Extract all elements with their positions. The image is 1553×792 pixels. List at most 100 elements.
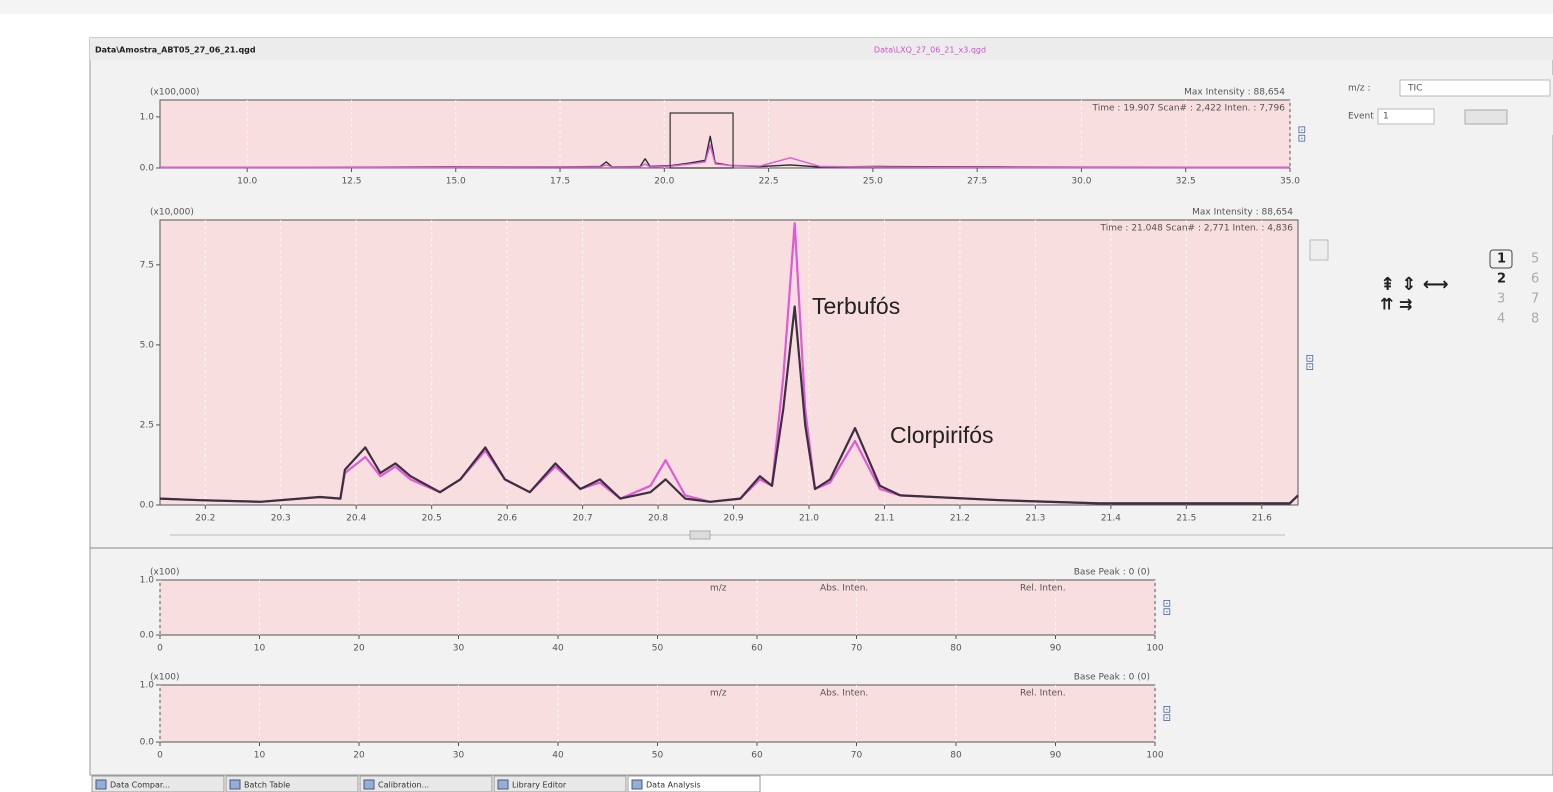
x-tick-label: 20.8 [648, 514, 668, 524]
tab[interactable] [91, 775, 225, 792]
y-tick-label: 1.0 [140, 576, 155, 586]
max-intensity: Base Peak : 0 (0) [1074, 568, 1150, 578]
x-tick-label: 21.6 [1252, 514, 1272, 524]
x-tick-label: 30 [453, 751, 465, 761]
x-tick-label: 20.4 [346, 514, 366, 524]
annotation: Clorpirifós [890, 422, 994, 448]
x-tick-label: 100 [1146, 751, 1163, 761]
tab[interactable] [493, 775, 627, 792]
column-label: Abs. Inten. [820, 584, 868, 594]
tab[interactable] [225, 775, 359, 792]
event-spin[interactable] [1464, 109, 1508, 125]
x-tick-label: 30 [453, 644, 465, 654]
y-multiplier: (x100) [150, 568, 180, 578]
x-tick-label: 0 [157, 751, 163, 761]
x-tick-label: 60 [751, 751, 763, 761]
column-label: m/z [710, 584, 727, 594]
x-tick-label: 12.5 [341, 177, 361, 187]
tab-label: Calibration... [378, 781, 429, 790]
x-tick-label: 21.5 [1176, 514, 1196, 524]
plot-area [159, 579, 1156, 636]
tabs: Data Compar... Batch Table Calibration... L… [91, 775, 761, 792]
y-tick-label: 1.0 [140, 112, 155, 122]
layout-number: 3 [1497, 292, 1505, 307]
event-value: 1 [1383, 112, 1389, 122]
x-tick-label: 30.0 [1071, 177, 1091, 187]
x-tick-label: 60 [751, 644, 763, 654]
top-strip [0, 0, 1553, 14]
x-tick-label: 20 [353, 751, 365, 761]
y-tick-label: 1.0 [140, 681, 155, 691]
mz-label: m/z : [1348, 84, 1370, 94]
y-tick-label: 2.5 [140, 420, 154, 430]
x-tick-label: 10.0 [237, 177, 257, 187]
layout-icons: ⇈ ⇉ [1380, 295, 1412, 314]
annotation: Terbufós [812, 293, 900, 319]
max-intensity: Max Intensity : 88,654 [1184, 88, 1285, 98]
scroll-thumb[interactable] [689, 530, 711, 540]
y-multiplier: (x10,000) [150, 208, 194, 218]
axis-icon: ⊡⊡ [1162, 599, 1173, 616]
trace [159, 305, 1299, 505]
tab-icon [631, 779, 643, 790]
x-tick-label: 50 [652, 644, 664, 654]
event-label: Event : [1348, 112, 1380, 122]
x-tick-label: 10 [254, 751, 266, 761]
tab-label: Batch Table [244, 781, 290, 790]
axis-icon: ⊡⊡ [1162, 705, 1173, 722]
max-intensity: Max Intensity : 88,654 [1192, 208, 1293, 218]
x-tick-label: 21.3 [1025, 514, 1045, 524]
x-tick-label: 17.5 [550, 177, 570, 187]
x-tick-label: 22.5 [759, 177, 779, 187]
mz-value: TIC [1407, 84, 1422, 94]
column-label: m/z [710, 689, 727, 699]
layout-numbers: 1 2 3 4 5 6 7 8 [1497, 252, 1539, 327]
x-tick-label: 20.9 [724, 514, 744, 524]
layout-number: 4 [1497, 312, 1505, 327]
tab-label: Data Analysis [646, 781, 701, 790]
zoom-window [669, 112, 734, 169]
x-tick-label: 90 [1050, 751, 1062, 761]
tab[interactable] [627, 775, 761, 792]
event-input[interactable] [1377, 108, 1435, 125]
tab-icon [95, 779, 107, 790]
max-intensity: Base Peak : 0 (0) [1074, 673, 1150, 683]
y-tick-label: 0.0 [140, 631, 155, 641]
layout-selected [1489, 249, 1513, 269]
x-tick-label: 20.5 [422, 514, 442, 524]
trace [160, 144, 1290, 169]
scroll-handle[interactable] [1309, 239, 1329, 261]
x-tick-label: 50 [652, 751, 664, 761]
axis-icon: ⊡⊡ [1305, 354, 1316, 371]
x-tick-label: 70 [851, 644, 863, 654]
tab-label: Library Editor [512, 781, 567, 790]
x-tick-label: 40 [552, 751, 564, 761]
layout-icons: ⇞ ⇕ ⟷ [1380, 274, 1449, 295]
y-tick-label: 0.0 [140, 501, 155, 511]
x-tick-label: 27.5 [967, 177, 987, 187]
y-multiplier: (x100,000) [150, 88, 200, 98]
x-tick-label: 35.0 [1280, 177, 1300, 187]
x-tick-label: 32.5 [1176, 177, 1196, 187]
cursor-info: Time : 21.048 Scan# : 2,771 Inten. : 4,8… [1100, 224, 1294, 234]
plot-area [159, 99, 1291, 169]
x-tick-label: 80 [950, 751, 962, 761]
y-tick-label: 5.0 [140, 340, 155, 350]
x-tick-label: 80 [950, 644, 962, 654]
x-tick-label: 21.4 [1101, 514, 1121, 524]
x-tick-label: 20 [353, 644, 365, 654]
column-label: Abs. Inten. [820, 689, 868, 699]
mz-select[interactable] [1399, 79, 1551, 97]
compare-file: Data\LXQ_27_06_21_x3.qgd [874, 46, 986, 55]
layout-number: 1 [1497, 252, 1506, 267]
cursor-info: Time : 19.907 Scan# : 2,422 Inten. : 7,7… [1092, 104, 1286, 114]
x-tick-label: 20.6 [497, 514, 517, 524]
layout-number: 2 [1497, 272, 1506, 287]
column-label: Rel. Inten. [1020, 584, 1066, 594]
y-tick-label: 7.5 [140, 260, 154, 270]
y-tick-label: 0.0 [140, 164, 155, 174]
x-tick-label: 15.0 [446, 177, 466, 187]
tab[interactable] [359, 775, 493, 792]
